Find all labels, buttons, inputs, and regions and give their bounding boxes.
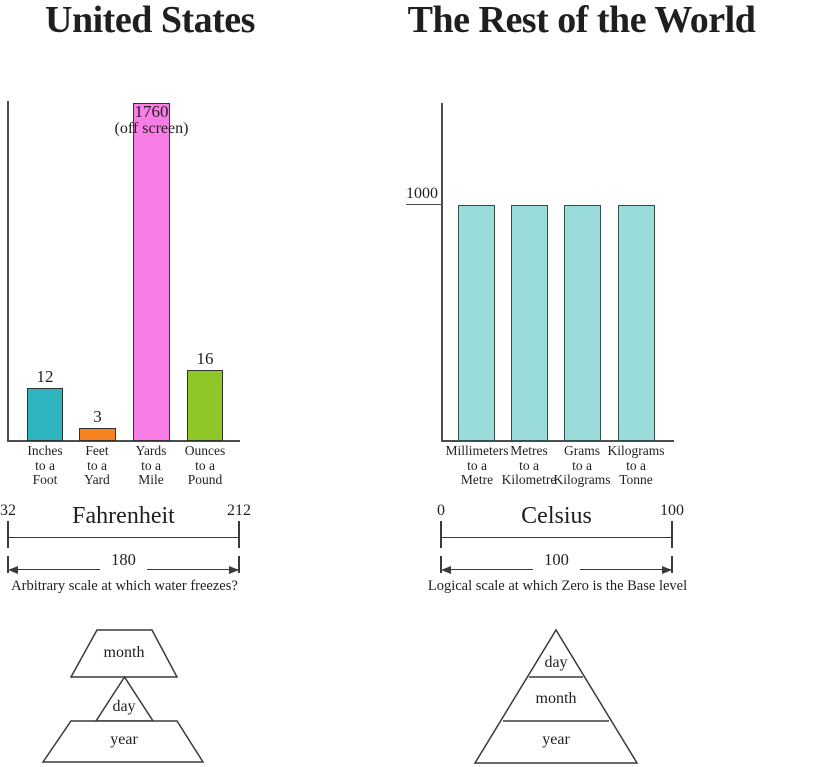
bar-rect-metres: [511, 205, 548, 441]
us-pyramid-top-label: month: [103, 644, 145, 661]
dimension-line-segment: [14, 569, 100, 570]
bar-rect-yards: [133, 103, 170, 441]
bar-rect-kilograms: [618, 205, 655, 441]
fahrenheit-scale: 32 Fahrenheit 212 180 Arbitrary scale at…: [0, 500, 251, 600]
us-date-order-pyramid: month day year: [40, 626, 206, 766]
celsius-freeze-value: 0: [437, 502, 445, 519]
world-title: The Rest of the World: [407, 0, 756, 41]
celsius-caption: Logical scale at which Zero is the Base …: [427, 578, 688, 594]
bar-feet-to-a-yard: 3: [79, 101, 116, 441]
dimension-end-tick: [440, 556, 442, 573]
dimension-line-segment: [447, 569, 533, 570]
bar-value-label: 3: [93, 406, 102, 426]
us-chart-y-axis: [7, 101, 9, 442]
celsius-scale-line: [441, 537, 672, 538]
world-pyramid-top-label: day: [544, 654, 568, 671]
world-bar-chart: 1000 Millimeters to a Metre Metres to a …: [406, 103, 674, 487]
fahrenheit-span-value: 180: [111, 550, 136, 569]
world-date-order-pyramid: day month year: [470, 626, 642, 767]
celsius-title: Celsius: [521, 503, 592, 529]
bar-value-label: 16: [196, 349, 214, 369]
dimension-line-segment: [580, 569, 671, 570]
us-pyramid-middle-label: day: [112, 698, 136, 715]
celsius-boil-value: 100: [660, 502, 684, 519]
bar-value-label: 12: [36, 366, 54, 386]
world-chart-x-axis: [441, 440, 674, 442]
dimension-end-tick: [7, 556, 9, 573]
us-pyramid-bottom-label: year: [110, 731, 138, 748]
world-chart-y-axis: [441, 103, 443, 442]
celsius-span-value: 100: [544, 550, 569, 569]
us-bar-chart: 12 3 1760 16 (off screen) Inches to a Fo…: [7, 101, 240, 487]
bar-kilograms-to-a-tonne: [618, 103, 655, 441]
bar-rect-ounces: [187, 370, 223, 441]
fahrenheit-left-tick: [7, 521, 9, 548]
bar-rect-feet: [79, 427, 116, 441]
dimension-end-tick: [671, 556, 673, 573]
world-pyramid-middle-label: month: [535, 690, 577, 707]
bar-grams-to-a-kilograms: [564, 103, 601, 441]
left-arrow-icon: [8, 565, 18, 574]
y-tick-mark: [406, 204, 441, 205]
left-arrow-icon: [441, 565, 451, 574]
fahrenheit-scale-line: [8, 537, 239, 538]
world-pyramid-bottom-label: year: [542, 731, 570, 748]
category-label-ounces: Ounces to a Pound: [184, 443, 226, 488]
bar-yards-to-a-mile: 1760: [133, 101, 170, 441]
category-label-millimeters: Millimeters to a Metre: [445, 443, 509, 488]
bar-ounces-to-a-pound: 16: [187, 101, 223, 441]
celsius-scale: 0 Celsius 100 100 Logical scale at which…: [428, 500, 687, 600]
fahrenheit-caption: Arbitrary scale at which water freezes?: [11, 578, 238, 594]
fahrenheit-title: Fahrenheit: [72, 503, 175, 529]
us-title: United States: [45, 0, 255, 41]
world-pyramid-shapes: [473, 628, 639, 764]
dimension-end-tick: [238, 556, 240, 573]
bar-rect-grams: [564, 205, 601, 441]
year-slice-shape: [41, 720, 205, 763]
fahrenheit-right-tick: [238, 521, 240, 548]
bar-millimeters-to-a-metre: [458, 103, 495, 441]
bar-rect-millimeters: [458, 205, 495, 441]
bar-rect-inches: [27, 387, 63, 441]
us-pyramid-shapes: [41, 629, 205, 763]
y-tick-label-1000: 1000: [406, 185, 438, 202]
bar-inches-to-a-foot: 12: [27, 101, 63, 441]
category-label-yards: Yards to a Mile: [135, 443, 167, 488]
offscreen-annotation: (off screen): [114, 120, 189, 137]
pyramid-outline-shape: [473, 628, 639, 764]
bar-value-label: 1760: [134, 102, 169, 121]
celsius-right-tick: [671, 521, 673, 548]
us-chart-x-axis: [7, 440, 240, 442]
fahrenheit-freeze-value: 32: [0, 502, 16, 519]
celsius-left-tick: [440, 521, 442, 548]
month-slice-shape: [69, 629, 179, 678]
category-label-grams: Grams to a Kilograms: [553, 443, 611, 488]
category-label-inches: Inches to a Foot: [27, 443, 63, 488]
fahrenheit-boil-value: 212: [227, 502, 251, 519]
category-label-metres: Metres to a Kilometre: [501, 443, 557, 488]
category-label-kilograms: Kilograms to a Tonne: [607, 443, 665, 488]
bar-metres-to-a-kilometre: [511, 103, 548, 441]
category-label-feet: Feet to a Yard: [84, 443, 110, 488]
dimension-line-segment: [147, 569, 238, 570]
